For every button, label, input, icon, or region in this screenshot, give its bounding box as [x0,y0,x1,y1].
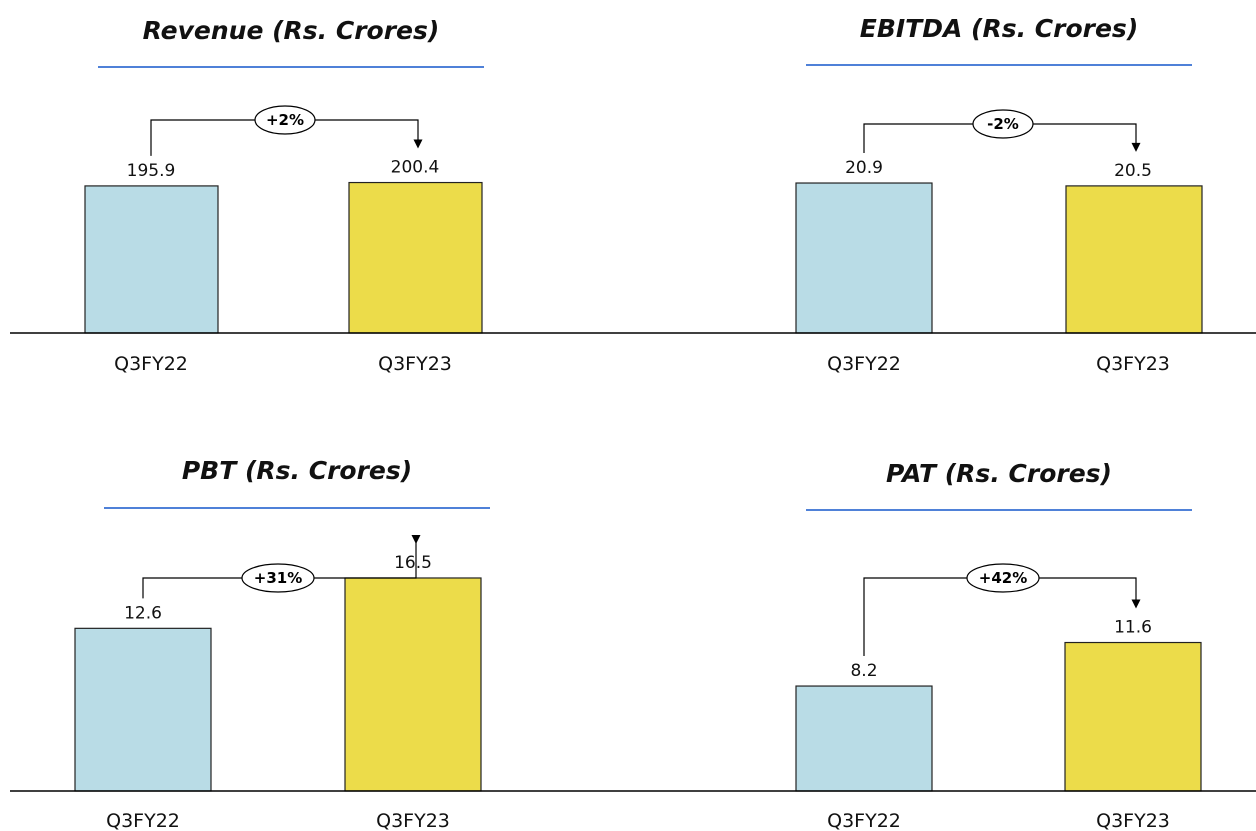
chart-title-ebitda: EBITDA (Rs. Crores) [859,14,1139,43]
bar-q3fy23 [344,577,482,792]
bar-q3fy23 [1065,185,1203,334]
change-label: +31% [254,569,302,587]
bar-q3fy23 [348,181,483,334]
title-underline-revenue [98,66,484,68]
change-arrowhead [413,139,423,149]
title-underline-pat [806,509,1192,511]
category-label-q3fy23: Q3FY23 [376,810,450,831]
data-label-q3fy22: 195.9 [127,161,176,181]
chart-ebitda: 20.9 Q3FY22 20.5 Q3FY23 -2% [628,109,1256,375]
change-label: -2% [987,115,1019,133]
category-label-q3fy23: Q3FY23 [1096,353,1170,375]
category-label-q3fy23: Q3FY23 [378,353,452,375]
data-label-q3fy23: 200.4 [391,158,440,178]
category-label-q3fy22: Q3FY22 [106,810,180,831]
data-label-q3fy23: 20.5 [1114,161,1152,181]
change-arrowhead [1131,142,1141,152]
category-label-q3fy22: Q3FY22 [827,353,901,375]
chart-pbt: 12.6 Q3FY22 16.5 Q3FY23 +31% [10,534,628,831]
change-badge [241,563,315,593]
bar-q3fy23 [1064,641,1202,792]
title-underline-pbt [104,507,490,509]
data-label-q3fy22: 12.6 [124,603,162,623]
title-underline-ebitda [806,64,1192,66]
change-arrowhead [1131,599,1141,609]
chart-pat: 8.2 Q3FY22 11.6 Q3FY23 +42% [628,563,1256,831]
change-arrowhead [411,534,421,544]
chart-revenue: 195.9 Q3FY22 200.4 Q3FY23 +2% [10,105,628,375]
chart-title-pat: PAT (Rs. Crores) [886,459,1112,488]
bar-q3fy22 [84,185,219,334]
data-label-q3fy22: 8.2 [850,661,877,681]
bar-q3fy22 [795,182,933,334]
chart-title-revenue: Revenue (Rs. Crores) [142,16,440,45]
bar-q3fy22 [74,627,212,792]
category-label-q3fy23: Q3FY23 [1096,810,1170,831]
change-label: +2% [266,111,304,129]
data-label-q3fy23: 11.6 [1114,618,1152,638]
chart-title-pbt: PBT (Rs. Crores) [181,456,413,485]
category-label-q3fy22: Q3FY22 [827,810,901,831]
bar-q3fy22 [795,685,933,792]
data-label-q3fy22: 20.9 [845,158,883,178]
change-badge [254,105,316,135]
change-label: +42% [979,569,1027,587]
category-label-q3fy22: Q3FY22 [114,353,188,375]
change-badge [972,109,1034,139]
change-badge [966,563,1040,593]
data-label-q3fy23: 16.5 [394,553,432,573]
